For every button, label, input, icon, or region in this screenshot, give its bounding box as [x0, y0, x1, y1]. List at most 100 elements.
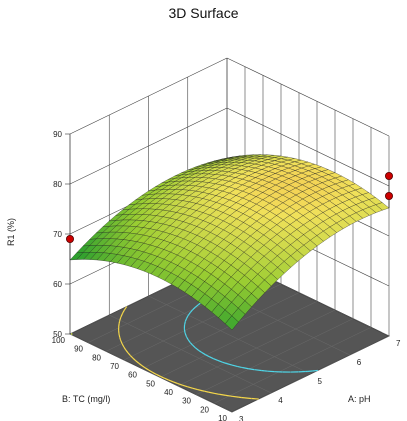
contour-segment [208, 356, 214, 360]
contour-segment [231, 395, 239, 398]
y-tick-label: 60 [128, 371, 137, 380]
chart-title: 3D Surface [168, 5, 239, 21]
contour-segment [213, 392, 219, 395]
response-surface [69, 154, 390, 331]
contour-segment [152, 371, 157, 375]
y-tick-label: 70 [110, 362, 119, 371]
floor-grid-line [213, 327, 372, 404]
contour-segment [217, 359, 223, 363]
contour-segment [187, 339, 191, 343]
floor-grid-line [141, 292, 300, 369]
contour-segment [160, 375, 165, 379]
contour-segment [148, 369, 153, 373]
contour-segment [186, 336, 189, 340]
contour-segment [219, 393, 226, 396]
contour-segment [184, 321, 186, 325]
floor-grid-line [109, 314, 272, 394]
contour-segment [125, 349, 129, 354]
contour-segment [125, 306, 128, 309]
contour-segment [312, 369, 318, 372]
y-tick-label: 50 [146, 379, 155, 388]
x-tick-label: 3 [239, 415, 244, 421]
contour-segment [141, 365, 146, 369]
x-tick-label: 7 [396, 339, 401, 348]
x-axis-label: A: pH [348, 394, 371, 404]
x-tick-label: 6 [357, 358, 362, 367]
floor-grid-line [69, 333, 233, 413]
contour-segment [251, 397, 259, 400]
contour-segment [156, 373, 161, 377]
contour-segment [187, 314, 189, 317]
axis-ticks: 50 60 70 80 90 3 4 5 6 7 10 20 30 40 50 60 70 80 90 100 [52, 130, 401, 421]
wall-grid-line [226, 57, 390, 137]
design-points [66, 171, 393, 260]
z-tick-label: 90 [53, 130, 62, 139]
contour-segment [242, 367, 249, 370]
contour-segment [192, 387, 198, 391]
contour-segment [194, 347, 199, 351]
contour-segment [201, 351, 206, 356]
contour-segment [121, 343, 125, 348]
contour-segment [204, 390, 209, 393]
contour-segment [177, 382, 183, 386]
contour-segment [204, 354, 210, 358]
y-tick-label: 80 [92, 353, 101, 362]
contour-segment [120, 340, 123, 345]
contour-segment [121, 311, 124, 315]
contour-segment [189, 342, 193, 346]
y-tick-label: 40 [164, 388, 173, 397]
contour-segment [127, 352, 131, 356]
x-tick-label: 5 [318, 377, 323, 386]
contour-segment [254, 369, 262, 372]
y-tick-label: 90 [74, 345, 83, 354]
design-point [66, 234, 75, 243]
contour-segment [197, 349, 200, 352]
contour-segment [223, 362, 228, 365]
y-tick-label: 100 [52, 336, 66, 345]
x-tick-label: 4 [278, 396, 283, 405]
contour-segment [123, 307, 127, 312]
contour-segment [237, 365, 242, 368]
contour-segment [184, 332, 187, 337]
contour-segment [208, 391, 215, 394]
z-tick-label: 50 [53, 330, 62, 339]
contour-segment [187, 312, 191, 316]
contour-segment [132, 357, 137, 362]
contour-segment [231, 364, 238, 368]
contour-segment [244, 397, 252, 400]
contour-segment [183, 329, 186, 333]
contour-segment [123, 346, 126, 350]
floor-grid-line [159, 301, 318, 378]
contour-segment [118, 334, 121, 338]
contour-segment [248, 368, 255, 371]
contour-segment [197, 388, 204, 392]
contour-segment [192, 344, 196, 349]
y-tick-label: 20 [200, 405, 209, 414]
contour-segment [119, 317, 122, 321]
z-tick-label: 60 [53, 280, 62, 289]
contour-segment [189, 309, 193, 313]
contour-segment [198, 350, 202, 353]
contour-segment [138, 362, 143, 367]
z-tick-label: 80 [53, 180, 62, 189]
contour-segment [192, 306, 196, 311]
design-point [384, 171, 393, 180]
y-tick-label: 30 [182, 397, 191, 406]
contour-segment [182, 384, 188, 388]
z-tick-label: 70 [53, 230, 62, 239]
floor-grid-line [195, 318, 354, 395]
contour-segment [172, 381, 178, 385]
contour-segment [186, 315, 189, 319]
surface-cell [225, 315, 239, 331]
y-tick-label: 10 [218, 414, 227, 421]
contour-segment [187, 386, 193, 389]
contour-segment [184, 317, 188, 322]
contour-segment [144, 367, 150, 371]
contour-segment [120, 313, 123, 318]
contour-segment [119, 337, 121, 340]
contour-segment [135, 360, 140, 364]
contour-segment [225, 394, 231, 397]
contour-segment [226, 363, 233, 366]
z-axis-label: R1 (%) [6, 218, 16, 246]
